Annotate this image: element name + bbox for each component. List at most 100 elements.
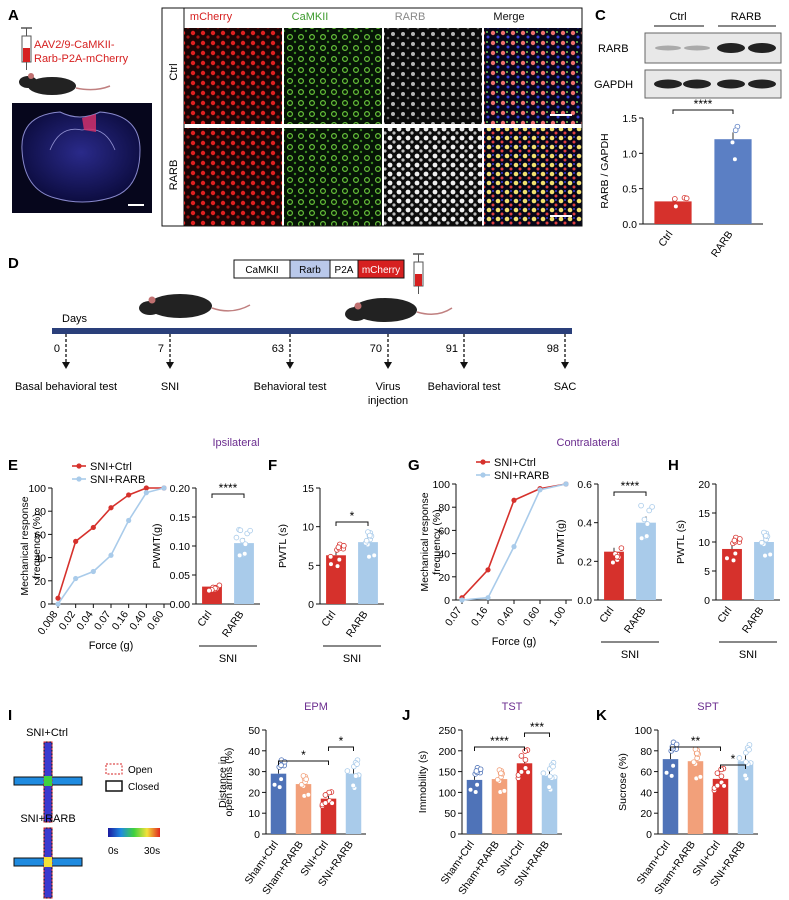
timeline-arrow: [286, 362, 294, 369]
significance-label: *: [301, 748, 306, 762]
bar: [326, 555, 346, 604]
timeline-day: 63: [272, 343, 284, 355]
contralateral-header: Contralateral: [557, 437, 620, 449]
chart-title: TST: [502, 701, 523, 713]
colorbar-min: 0s: [108, 846, 119, 857]
series-point: [55, 595, 61, 601]
data-point: [743, 759, 749, 765]
y-tick-label: 40: [248, 746, 260, 758]
x-axis-label: Force (g): [492, 636, 537, 648]
x-tick-label: Ctrl: [195, 609, 214, 629]
y-tick-label: 1.0: [622, 148, 637, 160]
data-point: [730, 557, 737, 564]
data-point: [638, 502, 644, 509]
y-tick-label: 0: [450, 829, 456, 841]
y-tick-label: 0.2: [577, 556, 592, 568]
y-axis-label: PWMT(g): [555, 520, 567, 565]
significance-bracket: [720, 764, 746, 769]
image-rarb-camkii: [284, 128, 382, 226]
y-tick-label: 5: [704, 566, 710, 578]
series-point: [73, 575, 79, 582]
x-tick-label: 0.008: [36, 609, 61, 638]
bar: [466, 779, 483, 834]
group-label: SNI: [219, 653, 237, 665]
data-point: [494, 776, 501, 783]
significance-bracket: [524, 732, 550, 737]
y-axis-label: Mechanical response: [419, 492, 431, 591]
y-tick-label: 60: [640, 767, 652, 779]
data-point: [328, 561, 334, 567]
data-point: [721, 783, 727, 789]
data-point: [354, 761, 360, 767]
series-point: [511, 544, 517, 550]
significance-label: ***: [530, 720, 544, 734]
bar: [541, 775, 558, 834]
legend-marker: [76, 476, 82, 482]
data-point: [643, 533, 650, 539]
y-tick-label: 0.20: [170, 483, 191, 495]
data-point: [641, 516, 648, 523]
x-tick-label: 0.02: [57, 609, 79, 633]
data-point: [276, 784, 283, 790]
bar: [737, 761, 754, 834]
data-point: [305, 791, 312, 798]
x-tick-label: 0.16: [110, 609, 132, 633]
bar: [636, 522, 656, 600]
y-tick-label: 80: [640, 746, 652, 758]
data-point: [239, 537, 246, 544]
legend-label: SNI+Ctrl: [494, 457, 536, 469]
y-tick-label: 40: [640, 787, 652, 799]
timeline-event: Behavioral test: [428, 381, 501, 393]
bar: [270, 773, 287, 834]
timeline-event: SNI: [161, 381, 179, 393]
panel-label-i: I: [8, 707, 12, 724]
wb-group-ctrl: Ctrl: [669, 11, 686, 23]
significance-label: ****: [490, 734, 509, 748]
timeline-arrow: [166, 362, 174, 369]
y-tick-label: 20: [698, 479, 710, 491]
series-point: [143, 490, 149, 496]
channel-camkii: CaMKII: [292, 11, 329, 23]
y-tick-label: 15: [698, 508, 710, 520]
data-point: [334, 563, 341, 569]
y-tick-label: 100: [634, 725, 652, 737]
y-tick-label: 0: [704, 595, 710, 607]
y-axis-label: Immobility (s): [417, 751, 429, 813]
data-point: [473, 768, 480, 774]
bar: [662, 759, 679, 834]
mouse-icon: [139, 294, 251, 318]
construct-mcherry: mCherry: [362, 265, 400, 276]
data-point: [237, 527, 244, 534]
ipsilateral-header: Ipsilateral: [212, 437, 259, 449]
panel-label-j: J: [402, 707, 410, 724]
data-point: [525, 769, 531, 776]
significance-bracket: [474, 746, 525, 751]
data-point: [247, 527, 253, 534]
data-point: [371, 552, 378, 559]
chart-title: EPM: [304, 701, 328, 713]
legend-marker: [76, 463, 82, 469]
y-tick-label: 40: [438, 549, 450, 561]
chart-e-bar: 0.00 0.05 0.10 0.15 0.20 Ctrl RARB PWMT(g) SNI **…: [151, 481, 260, 665]
data-point: [322, 800, 329, 806]
timeline-arrow: [62, 362, 70, 369]
y-tick-label: 20: [640, 808, 652, 820]
significance-bracket: [670, 746, 721, 751]
timeline-day: 98: [547, 343, 559, 355]
timeline-event: SAC: [554, 381, 577, 393]
data-point: [718, 773, 725, 780]
x-tick-label: RARB: [740, 605, 767, 636]
chart-h: 0 5 10 15 20 Ctrl RARB PWTL (s) SNI: [675, 479, 780, 661]
row-label-ctrl: Ctrl: [168, 63, 180, 80]
legend-open: Open: [128, 765, 152, 776]
data-point: [614, 553, 620, 560]
x-tick-label: RARB: [220, 609, 247, 640]
timeline-bar: [52, 328, 572, 334]
channel-rarb: RARB: [395, 11, 426, 23]
data-point: [303, 776, 309, 783]
heat-colorbar: [108, 828, 160, 837]
y-tick-label: 0.00: [170, 599, 191, 611]
y-tick-label: 0: [646, 829, 652, 841]
panel-label-f: F: [268, 457, 277, 474]
data-point: [663, 769, 670, 776]
